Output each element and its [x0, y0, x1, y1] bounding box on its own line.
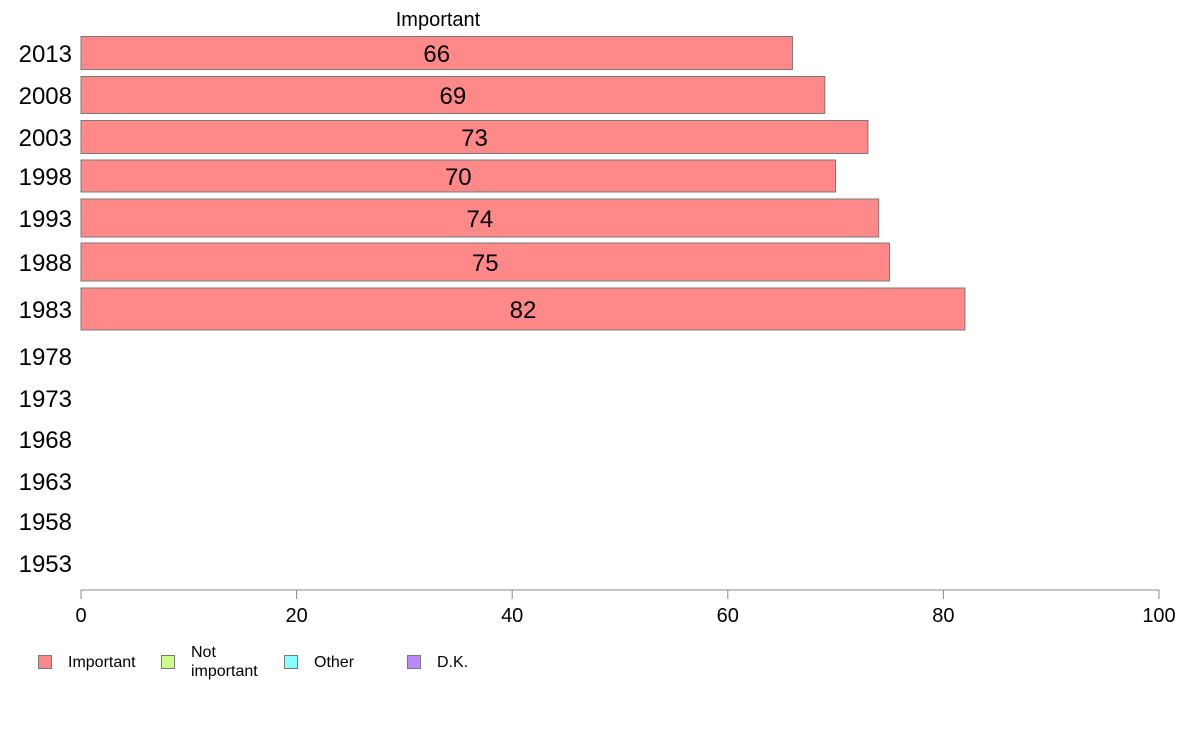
- series-title: Important: [396, 9, 481, 31]
- legend-swatch-other: [284, 655, 298, 669]
- legend-item-other: Other: [284, 640, 394, 684]
- legend-label-dk: D.K.: [437, 653, 469, 671]
- category-label: 1963: [19, 469, 72, 496]
- x-tick-label: 20: [285, 605, 307, 627]
- legend-swatch-important: [38, 655, 52, 669]
- bar-value-label: 73: [461, 125, 488, 152]
- bar-value-label: 82: [510, 297, 537, 324]
- bar-value-label: 66: [423, 41, 450, 68]
- category-label: 1978: [19, 344, 72, 371]
- category-label: 1993: [19, 206, 72, 233]
- category-label: 1973: [19, 386, 72, 413]
- category-label: 2008: [19, 83, 72, 110]
- bar-chart: Important 66 69 73 70 74 75 82 2013 2008 2003 199…: [19, 9, 1176, 627]
- legend-label-important: Important: [68, 653, 136, 671]
- x-tick-label: 100: [1142, 605, 1175, 627]
- category-label: 1968: [19, 427, 72, 454]
- legend-label-other: Other: [314, 653, 355, 671]
- bar: [80, 159, 837, 193]
- bar-value-label: 74: [467, 206, 494, 233]
- category-label: 1988: [19, 250, 72, 277]
- legend-swatch-dk: [407, 655, 421, 669]
- x-tick-label: 40: [501, 605, 523, 627]
- bar: [80, 198, 880, 238]
- category-label: 1998: [19, 164, 72, 191]
- category-labels: 2013 2008 2003 1998 1993 1988 1983 1978 1973 1968…: [19, 41, 72, 578]
- bar: [80, 120, 869, 154]
- x-axis-ticks: 0 20 40 60 80 100: [75, 590, 1176, 627]
- bar-value-label: 70: [445, 164, 472, 191]
- category-label: 1983: [19, 297, 72, 324]
- legend-swatch-not-important: [161, 655, 175, 669]
- bar: [80, 287, 966, 331]
- legend-label-not-important: Not important: [191, 644, 258, 680]
- x-tick-label: 80: [932, 605, 954, 627]
- bar-value-label: 75: [472, 250, 499, 277]
- legend-item-important: Important: [38, 640, 148, 684]
- bar: [80, 76, 826, 114]
- category-label: 2013: [19, 41, 72, 68]
- legend-item-not-important: Not important: [161, 640, 271, 684]
- bars-group: 66 69 73 70 74 75 82: [80, 36, 966, 331]
- category-label: 1958: [19, 509, 72, 536]
- category-label: 1953: [19, 551, 72, 578]
- legend: Important Not important Other D.K.: [38, 640, 558, 684]
- x-tick-label: 60: [717, 605, 739, 627]
- bar: [80, 242, 890, 282]
- bar-value-label: 69: [440, 83, 467, 110]
- category-label: 2003: [19, 125, 72, 152]
- legend-item-dk: D.K.: [407, 640, 517, 684]
- bar: [80, 36, 793, 70]
- x-tick-label: 0: [75, 605, 86, 627]
